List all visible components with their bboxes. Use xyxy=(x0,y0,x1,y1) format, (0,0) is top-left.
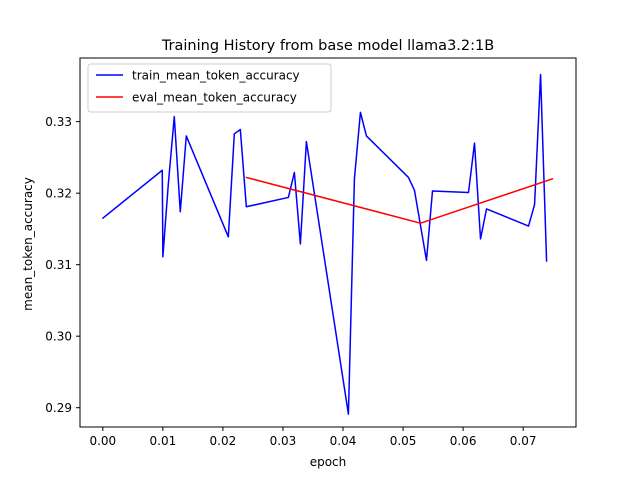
legend: train_mean_token_accuracy eval_mean_token… xyxy=(87,63,332,113)
y-tick-label: 0.30 xyxy=(45,330,72,344)
series-layer xyxy=(102,73,554,415)
x-axis: 0.00 0.01 0.02 0.03 0.04 0.05 0.06 0.07 xyxy=(89,427,537,448)
x-tick-label: 0.04 xyxy=(330,434,357,448)
series-line-eval-mean-token-accuracy xyxy=(245,176,554,224)
legend-box xyxy=(87,63,332,113)
legend-label: eval_mean_token_accuracy xyxy=(132,91,297,105)
legend-label: train_mean_token_accuracy xyxy=(132,69,300,83)
x-tick-label: 0.00 xyxy=(89,434,116,448)
y-tick-label: 0.31 xyxy=(45,258,72,272)
series-line-train-mean-token-accuracy xyxy=(102,73,548,415)
y-tick-label: 0.32 xyxy=(45,187,72,201)
x-tick-label: 0.02 xyxy=(210,434,237,448)
axes-frame xyxy=(79,57,577,428)
chart-title: Training History from base model llama3.… xyxy=(161,38,494,54)
x-tick-label: 0.03 xyxy=(270,434,297,448)
x-tick-label: 0.05 xyxy=(390,434,417,448)
x-tick-label: 0.07 xyxy=(510,434,537,448)
x-tick-label: 0.01 xyxy=(150,434,177,448)
y-axis-label: mean_token_accuracy xyxy=(21,177,35,311)
y-tick-label: 0.33 xyxy=(45,115,72,129)
x-tick-label: 0.06 xyxy=(450,434,477,448)
x-axis-label: epoch xyxy=(310,455,347,469)
y-tick-label: 0.29 xyxy=(45,401,72,415)
y-axis: 0.29 0.30 0.31 0.32 0.33 xyxy=(45,115,80,415)
